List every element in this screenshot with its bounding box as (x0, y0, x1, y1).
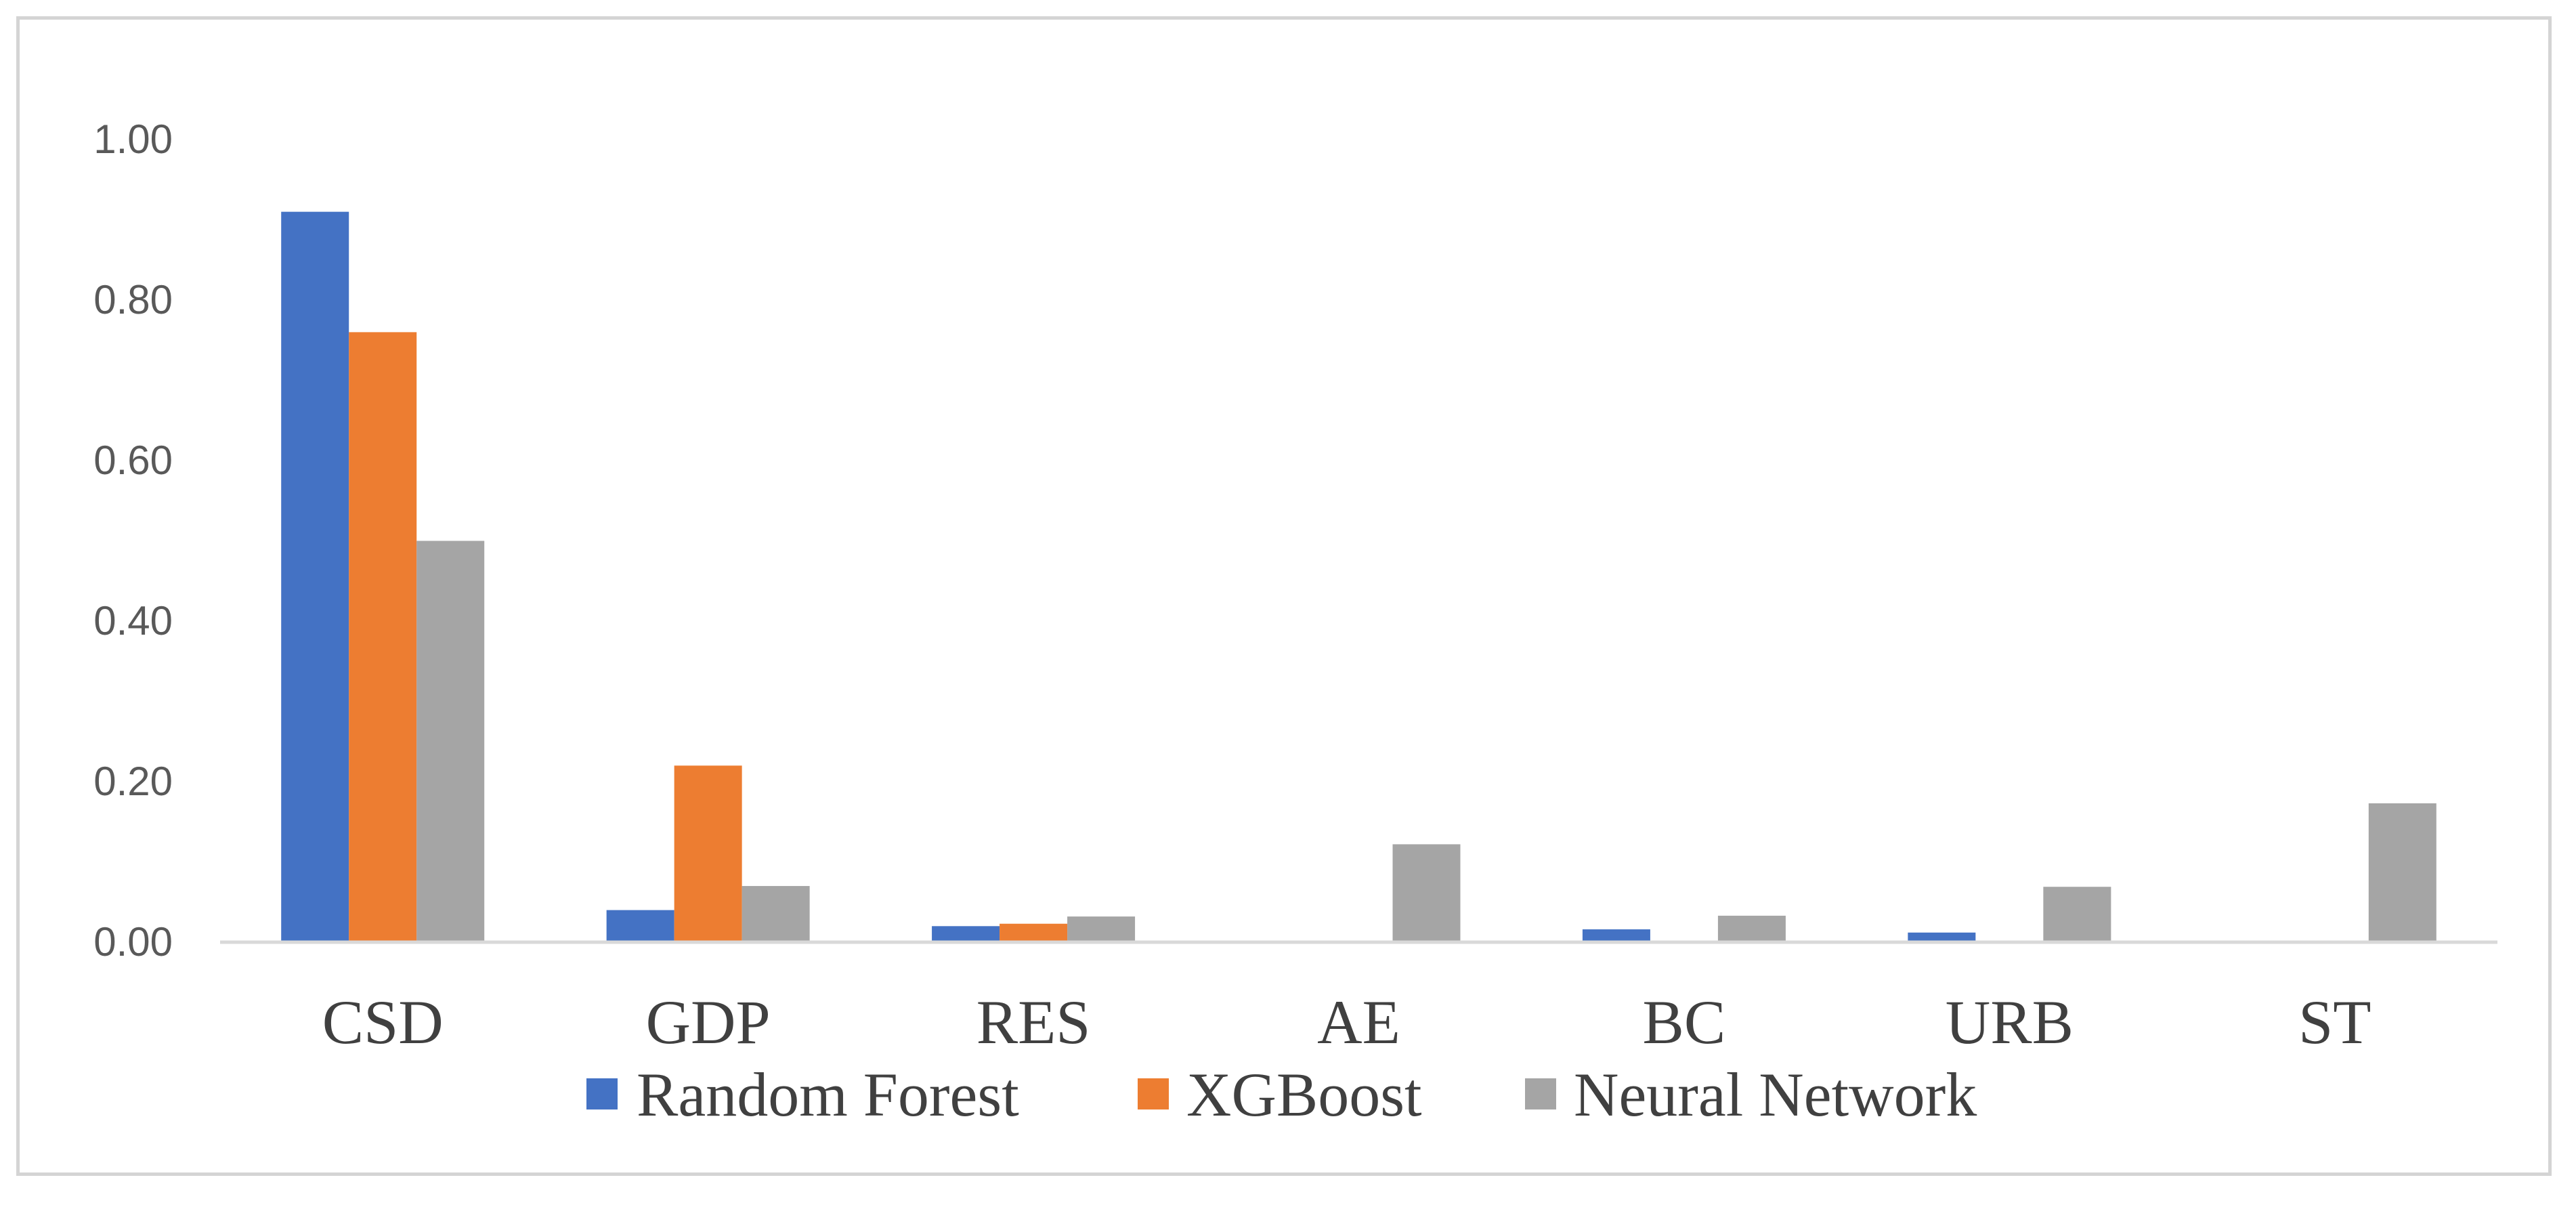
y-tick-label: 0.20 (93, 759, 173, 804)
bars (281, 211, 2437, 942)
legend-swatch (586, 1078, 618, 1109)
bar-random-forest-csd (281, 211, 349, 942)
bar-xgboost-res (1000, 923, 1068, 942)
bar-xgboost-csd (349, 332, 417, 942)
y-tick-label: 0.80 (93, 277, 173, 322)
y-tick-label: 0.40 (93, 598, 173, 643)
x-axis-ticks: CSD GDP RES AE BC URB ST (322, 988, 2371, 1057)
y-tick-label: 1.00 (93, 117, 173, 162)
legend-swatch (1525, 1078, 1556, 1109)
legend: Random Forest XGBoost Neural Network (586, 1060, 1977, 1129)
bar-random-forest-res (932, 926, 1000, 942)
bar-neural-network-st (2368, 803, 2437, 942)
x-tick-label: BC (1643, 988, 1726, 1057)
bar-neural-network-urb (2043, 887, 2111, 942)
x-tick-label: URB (1946, 988, 2074, 1057)
x-tick-label: ST (2298, 988, 2371, 1057)
x-tick-label: AE (1317, 988, 1400, 1057)
bar-xgboost-gdp (674, 765, 742, 942)
y-axis-ticks: 0.00 0.20 0.40 0.60 0.80 1.00 (93, 117, 173, 965)
legend-label: Random Forest (637, 1060, 1019, 1129)
bar-neural-network-csd (416, 541, 485, 942)
bar-neural-network-res (1067, 916, 1136, 942)
bar-neural-network-gdp (742, 886, 810, 942)
bar-random-forest-bc (1582, 929, 1650, 942)
bar-random-forest-gdp (606, 910, 674, 942)
y-tick-label: 0.00 (93, 919, 173, 965)
x-tick-label: GDP (646, 988, 771, 1057)
x-tick-label: RES (976, 988, 1091, 1057)
legend-label: XGBoost (1186, 1060, 1422, 1129)
bar-random-forest-urb (1908, 932, 1976, 942)
legend-label: Neural Network (1574, 1060, 1977, 1129)
bar-neural-network-bc (1717, 915, 1786, 942)
y-tick-label: 0.60 (93, 438, 173, 483)
x-tick-label: CSD (322, 988, 444, 1057)
legend-swatch (1138, 1078, 1169, 1109)
bar-neural-network-ae (1392, 844, 1461, 942)
